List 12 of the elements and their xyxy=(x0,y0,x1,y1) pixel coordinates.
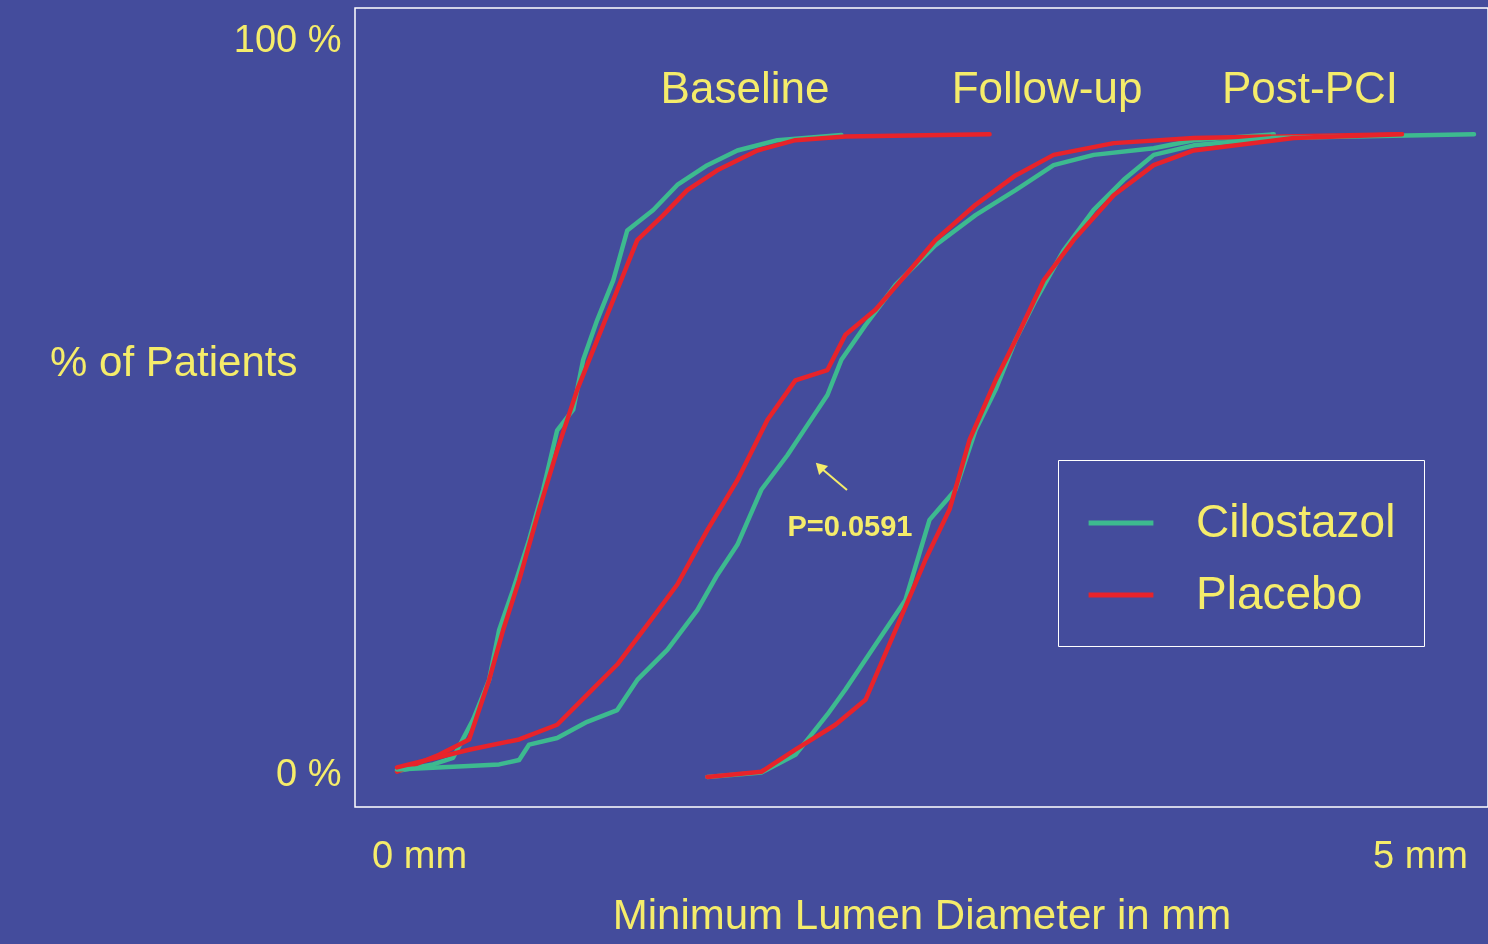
x-tick-label: 5 mm xyxy=(1372,833,1468,876)
y-tick-label: 100 % xyxy=(233,17,342,60)
annotation: P=0.0591 xyxy=(787,510,913,542)
legend-label: Placebo xyxy=(1196,567,1363,619)
y-axis-title: % of Patients xyxy=(50,337,298,385)
annotation: Post-PCI xyxy=(1221,63,1399,112)
annotation: Follow-up xyxy=(951,63,1143,112)
y-tick-label: 0 % xyxy=(276,752,342,795)
x-axis-title: Minimum Lumen Diameter in mm xyxy=(612,890,1232,938)
legend-label: Cilostazol xyxy=(1196,495,1396,547)
x-tick-label: 0 mm xyxy=(372,833,468,876)
annotation: Baseline xyxy=(660,63,830,112)
